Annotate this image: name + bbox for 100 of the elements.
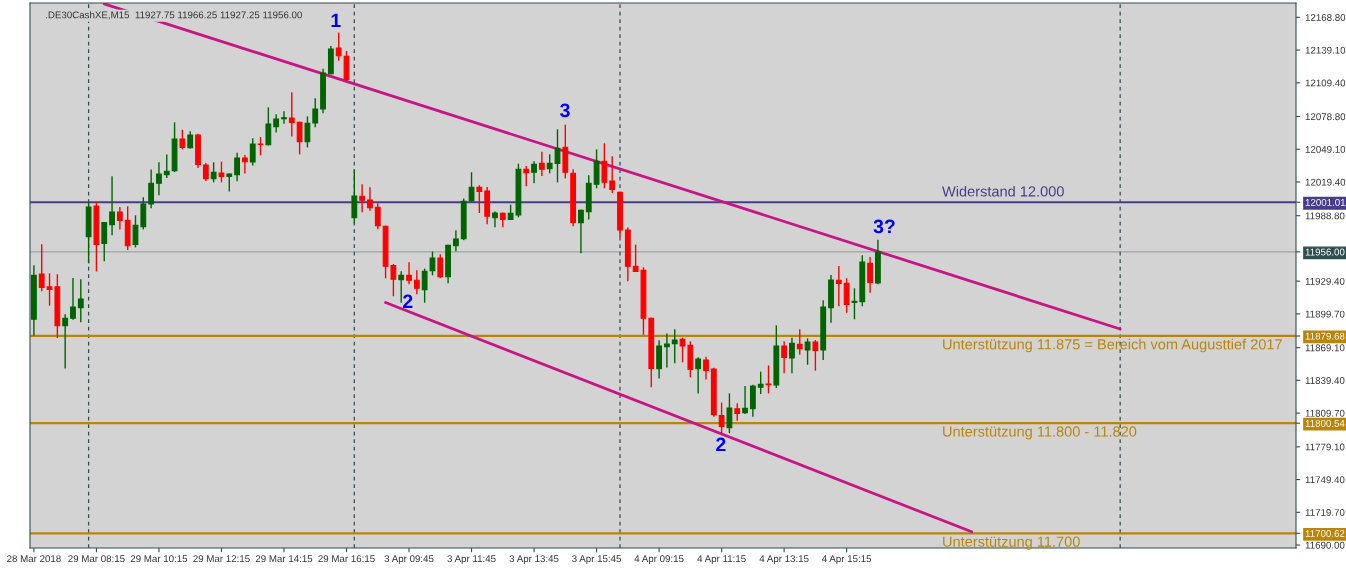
text: .DE30CashXE,M15 11927.75 11966.25 11927.25 11956.00 (46, 11, 302, 20)
candlestick (789, 337, 795, 374)
candlestick (835, 265, 842, 307)
ref-line-label: Unterstützung 11.700 (943, 536, 1080, 550)
y-tick-label: 11929.40 (1305, 277, 1345, 285)
candlestick (703, 356, 709, 380)
candlestick (421, 268, 428, 303)
candlestick (296, 121, 303, 155)
y-tick-label: 11809.70 (1305, 409, 1345, 417)
candlestick (265, 107, 272, 146)
candlestick (109, 176, 115, 236)
y-tick-label: 12078.80 (1305, 113, 1346, 121)
x-tick-label: 29 Mar 14:15 (255, 555, 313, 563)
candlestick (804, 338, 811, 365)
candlestick (593, 149, 600, 189)
x-tick-label: 3 Apr 11:45 (447, 555, 496, 565)
y-tick-label: 11956.00 (1305, 248, 1345, 256)
y-tick-label: 12139.10 (1305, 46, 1346, 54)
y-tick-label: 12001.01 (1305, 198, 1346, 206)
candlestick (304, 116, 311, 148)
candlestick (851, 288, 858, 320)
candlestick (249, 138, 256, 166)
candlestick (468, 172, 475, 202)
candlestick (796, 329, 803, 355)
candlestick (335, 32, 342, 61)
ref-line-label: Unterstützung 11.875 = Bereich vom Augusttief 2017 (943, 338, 1282, 353)
y-tick-label: 11700.62 (1305, 530, 1345, 537)
candlestick (695, 357, 702, 394)
candlestick (62, 314, 69, 369)
annotation: 2 (403, 294, 413, 309)
candlestick (476, 185, 483, 213)
y-tick-label: 11899.70 (1305, 310, 1345, 318)
candlestick (812, 339, 819, 371)
annotation: 3 (560, 103, 570, 118)
y-tick-label: 11779.10 (1305, 443, 1345, 451)
ref-line-label: Widerstand 12.000 (942, 185, 1064, 197)
y-tick-label: 11879.68 (1305, 332, 1345, 340)
x-tick-label: 4 Apr 09:15 (634, 555, 684, 565)
candlestick (351, 169, 358, 224)
y-tick-label: 11988.80 (1305, 212, 1345, 220)
candlestick (538, 151, 545, 176)
candlestick (453, 230, 459, 252)
candlestick (656, 340, 662, 379)
candlestick (609, 156, 616, 194)
candlestick (742, 385, 748, 415)
candlestick (163, 154, 170, 179)
candlestick (398, 271, 405, 303)
candlestick (406, 262, 412, 285)
y-tick-label: 11749.40 (1305, 476, 1345, 484)
y-tick-label: 12019.40 (1305, 178, 1346, 186)
candlestick (664, 333, 670, 368)
candlestick (148, 169, 155, 209)
candlestick (843, 278, 850, 313)
candlestick (765, 365, 772, 394)
candlestick (429, 251, 436, 276)
candlestick (531, 161, 537, 184)
candlestick (210, 162, 217, 183)
y-tick-label: 11839.40 (1305, 377, 1345, 384)
candlestick (492, 211, 498, 228)
x-tick-label: 3 Apr 13:45 (509, 555, 559, 565)
candlestick (367, 187, 373, 211)
candlestick (281, 111, 287, 124)
candlestick (749, 384, 756, 417)
candlestick (671, 329, 678, 364)
y-tick-label: 12168.80 (1305, 14, 1346, 21)
candlestick (218, 161, 225, 183)
candlestick (140, 197, 147, 230)
candlestick (523, 165, 530, 187)
candlestick (578, 209, 584, 254)
y-tick-label: 12049.10 (1305, 145, 1346, 153)
candlestick (288, 92, 295, 137)
candlestick (867, 257, 873, 293)
x-tick-label: 29 Mar 12:15 (193, 555, 250, 563)
candlestick (781, 341, 788, 374)
candlestick (437, 254, 444, 279)
annotation: 1 (331, 13, 341, 28)
x-tick-label: 28 Mar 2018 (7, 555, 61, 563)
x-tick-label: 4 Apr 11:15 (697, 555, 746, 565)
candlestick (726, 393, 733, 434)
x-tick-label: 29 Mar 08:15 (68, 555, 125, 563)
candlestick (374, 203, 381, 230)
y-tick-label: 11690.00 (1305, 541, 1345, 549)
x-tick-label: 29 Mar 16:15 (318, 555, 375, 563)
candlestick (601, 143, 608, 189)
y-tick-label: 11800.54 (1305, 419, 1345, 427)
candlestick (234, 152, 240, 182)
candlestick (359, 184, 366, 213)
y-tick-label: 12109.40 (1305, 79, 1346, 87)
candlestick (70, 277, 76, 320)
candlestick (116, 206, 123, 230)
x-tick-label: 4 Apr 13:15 (759, 555, 809, 565)
x-tick-label: 29 Mar 10:15 (130, 555, 188, 563)
candlestick (77, 279, 84, 323)
x-tick-label: 3 Apr 15:45 (572, 555, 622, 565)
candlestick (718, 402, 725, 435)
candlestick (156, 162, 162, 196)
candlestick (38, 244, 45, 292)
ref-line-label: Unterstützung 11.800 - 11.820 (943, 426, 1137, 440)
annotation: 2 (716, 437, 726, 452)
candlestick (242, 154, 248, 174)
